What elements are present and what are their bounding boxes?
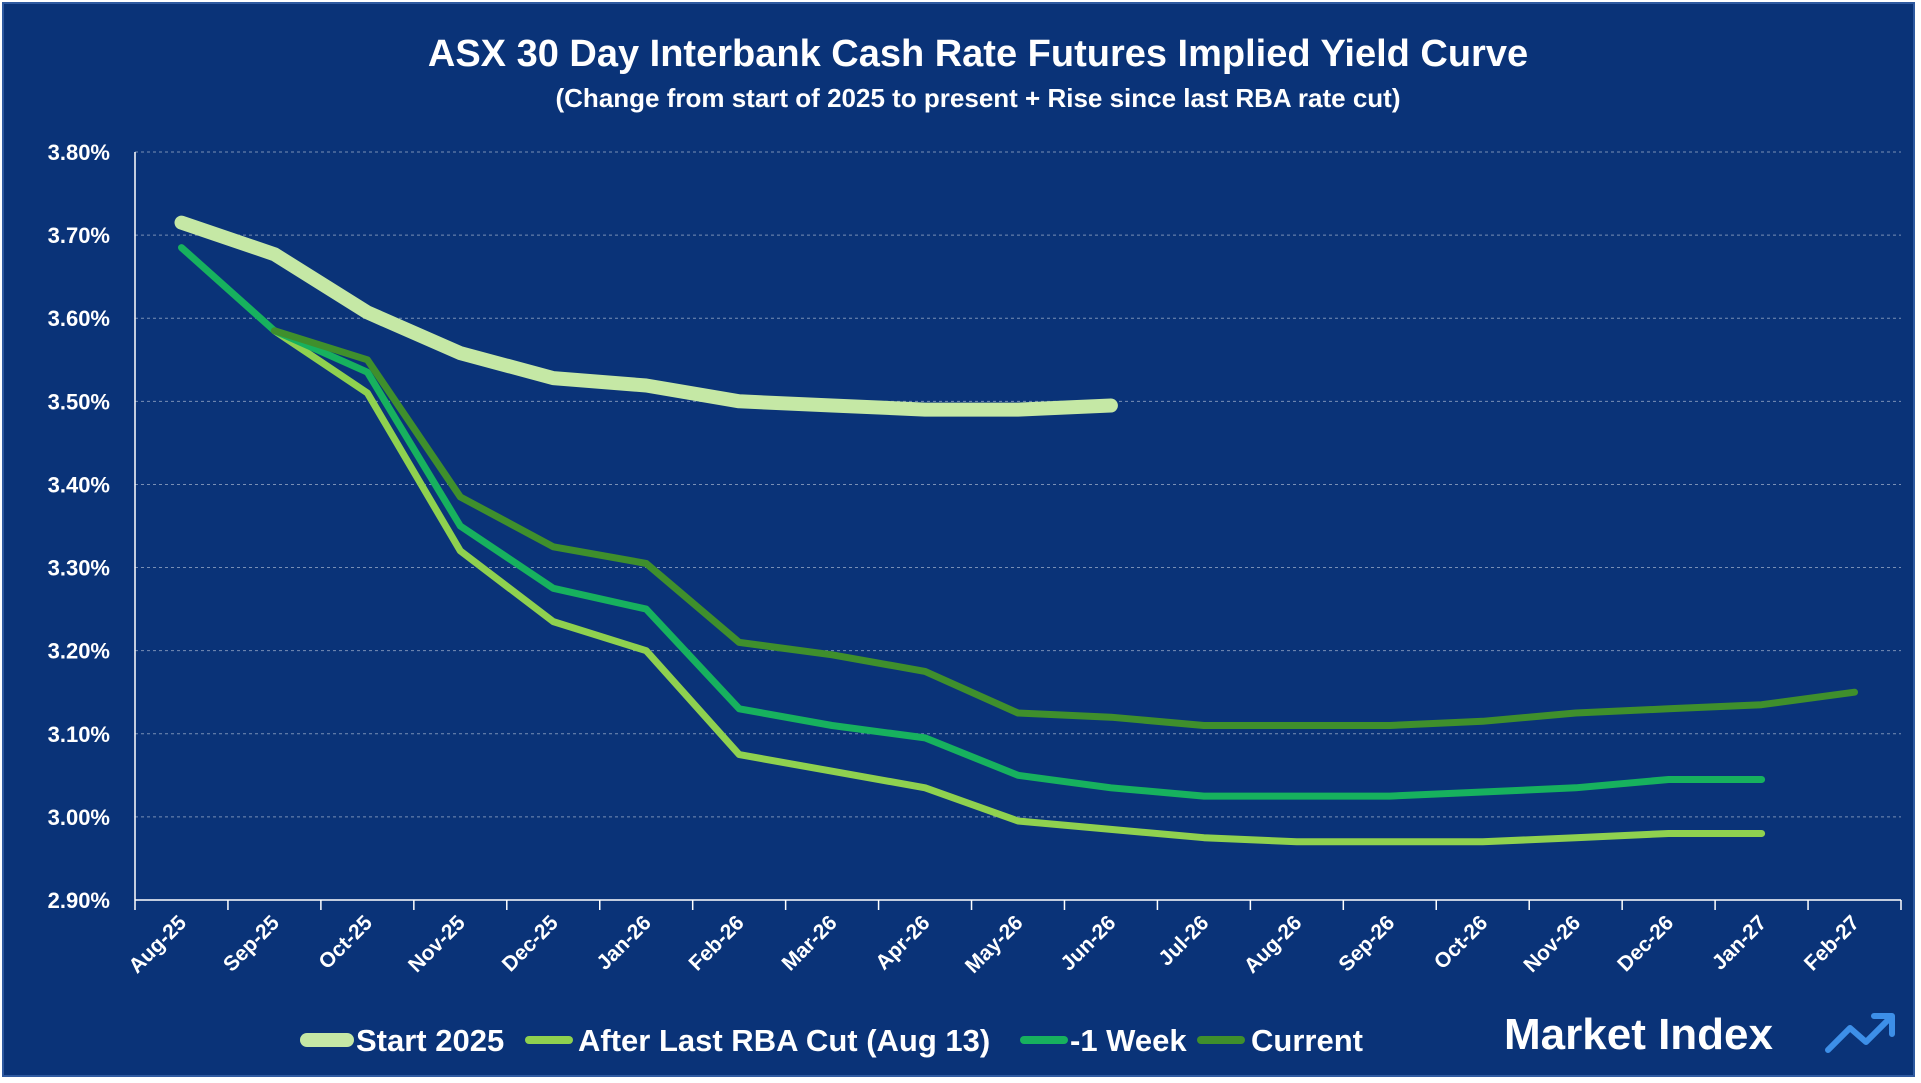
series-line-3 <box>178 244 1766 800</box>
x-tick-label: Mar-26 <box>778 911 842 975</box>
brand-name: Market Index <box>1504 1010 1774 1059</box>
y-tick-label: 3.50% <box>48 389 110 414</box>
legend-item-4: Current <box>1197 1023 1363 1058</box>
x-tick-label: Sep-25 <box>219 911 284 976</box>
chart-canvas: ASX 30 Day Interbank Cash Rate Futures I… <box>48 33 1902 1059</box>
y-tick-label: 3.70% <box>48 223 110 248</box>
legend-item-2: After Last RBA Cut (Aug 13) <box>525 1023 990 1058</box>
series-line-1 <box>174 215 1118 417</box>
x-tick-label: Jan-27 <box>1708 911 1771 974</box>
chart-title: ASX 30 Day Interbank Cash Rate Futures I… <box>428 33 1528 75</box>
legend: Start 2025 After Last RBA Cut (Aug 13) -1 … <box>300 1023 1363 1058</box>
chart-subtitle: (Change from start of 2025 to present + … <box>556 83 1401 113</box>
y-tick-label: 3.60% <box>48 306 110 331</box>
trend-arrow-icon <box>1825 1015 1893 1053</box>
y-tick-label: 3.00% <box>48 805 110 830</box>
x-tick-label: Jul-26 <box>1154 911 1213 970</box>
y-tick-label: 3.30% <box>48 556 110 581</box>
y-tick-label: 3.40% <box>48 472 110 497</box>
x-tick-label: Oct-26 <box>1430 911 1492 973</box>
legend-label: Current <box>1251 1023 1363 1058</box>
x-tick-label: Feb-26 <box>685 911 749 975</box>
series-lines <box>174 215 1858 846</box>
legend-item-1: Start 2025 <box>300 1023 504 1058</box>
x-tick-label: Nov-25 <box>404 911 470 977</box>
x-tick-label: Jun-26 <box>1056 911 1120 975</box>
legend-label: Start 2025 <box>356 1023 504 1058</box>
trend-arrow-head <box>1871 1013 1895 1037</box>
y-tick-label: 3.80% <box>48 140 110 165</box>
x-tick-label: Jan-26 <box>592 911 655 974</box>
legend-item-3: -1 Week <box>1020 1023 1187 1058</box>
x-tick-label: Dec-25 <box>498 911 563 976</box>
x-tick-label: Aug-26 <box>1240 911 1307 978</box>
y-axis-ticks: 3.80% 3.70% 3.60% 3.50% 3.40% 3.30% 3.20% 3.10%… <box>48 140 110 913</box>
brand-logo: Market Index <box>1504 1010 1895 1059</box>
axes <box>134 152 1902 910</box>
series-line-4 <box>270 327 1858 729</box>
x-tick-label: Feb-27 <box>1800 911 1864 975</box>
x-tick-label: Aug-25 <box>124 911 191 978</box>
y-tick-label: 3.20% <box>48 639 110 664</box>
x-tick-label: Dec-26 <box>1613 911 1678 976</box>
legend-label: -1 Week <box>1070 1023 1187 1058</box>
x-tick-label: Apr-26 <box>871 911 934 974</box>
x-tick-label: May-26 <box>961 911 1028 978</box>
x-tick-label: Nov-26 <box>1519 911 1585 977</box>
x-tick-label: Sep-26 <box>1334 911 1399 976</box>
legend-label: After Last RBA Cut (Aug 13) <box>578 1023 990 1058</box>
x-axis-ticks: Aug-25 Sep-25 Oct-25 Nov-25 Dec-25 Jan-26 Feb-… <box>124 911 1864 978</box>
y-tick-label: 2.90% <box>48 888 110 913</box>
series-line-2 <box>270 327 1766 846</box>
y-tick-label: 3.10% <box>48 722 110 747</box>
gridlines <box>135 151 1901 818</box>
x-tick-label: Oct-25 <box>314 911 377 974</box>
